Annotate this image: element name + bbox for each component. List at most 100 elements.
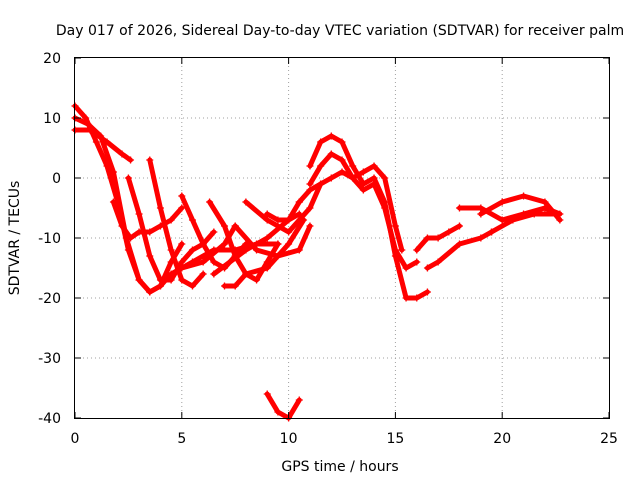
data-point (359, 186, 367, 194)
y-axis-label: SDTVAR / TECUs (7, 181, 23, 296)
data-point (242, 270, 250, 278)
data-point (434, 258, 442, 266)
data-point (295, 246, 303, 254)
data-point (231, 222, 239, 230)
data-point (221, 240, 229, 248)
data-point (253, 276, 261, 284)
data-point (285, 228, 293, 236)
data-point (188, 282, 196, 290)
data-point (263, 390, 271, 398)
series-trace-22 (477, 192, 564, 224)
x-tick-label: 20 (493, 431, 511, 447)
series-trace-12 (221, 216, 308, 290)
data-point (167, 276, 175, 284)
data-point (167, 216, 175, 224)
data-point (552, 210, 560, 218)
data-point (338, 156, 346, 164)
data-point (498, 198, 506, 206)
plot-frame (74, 57, 610, 419)
data-point (135, 276, 143, 284)
y-tick-label: -30 (38, 351, 61, 367)
y-tick-label: 20 (43, 51, 61, 67)
data-point (349, 174, 357, 182)
data-point (221, 222, 229, 230)
data-point (541, 198, 549, 206)
data-point (327, 150, 335, 158)
series-trace-19 (413, 222, 463, 254)
data-point (434, 234, 442, 242)
data-point (488, 228, 496, 236)
data-point (221, 282, 229, 290)
data-point (146, 252, 154, 260)
data-point (391, 246, 399, 254)
y-tick-label: -10 (38, 231, 61, 247)
data-point (398, 246, 406, 254)
data-point (477, 210, 485, 218)
data-point (509, 216, 517, 224)
data-point (124, 174, 132, 182)
data-point (306, 204, 314, 212)
x-tick-label: 5 (177, 431, 186, 447)
axis-ticks: 0 5 10 15 20 25 -40 -30 -20 -10 0 10 20 (38, 51, 618, 447)
data-point (349, 162, 357, 170)
data-point (445, 228, 453, 236)
data-point (242, 198, 250, 206)
data-point (413, 294, 421, 302)
data-point (295, 396, 303, 404)
data-point (423, 234, 431, 242)
data-point (317, 162, 325, 170)
data-point (306, 162, 314, 170)
data-point (263, 234, 271, 242)
chart-title: Day 017 of 2026, Sidereal Day-to-day VTE… (56, 23, 624, 39)
data-point (306, 186, 314, 194)
data-point (178, 204, 186, 212)
data-point (127, 234, 135, 242)
y-tick-label: 0 (52, 171, 61, 187)
data-point (306, 180, 314, 188)
data-point (530, 210, 538, 218)
data-point (359, 168, 367, 176)
data-point (295, 198, 303, 206)
y-tick-label: -40 (38, 411, 61, 427)
data-point (381, 174, 389, 182)
data-point (317, 138, 325, 146)
data-point (338, 138, 346, 146)
data-point (210, 270, 218, 278)
data-point (156, 282, 164, 290)
data-point (199, 240, 207, 248)
data-point (178, 264, 186, 272)
data-point (263, 210, 271, 218)
data-point (178, 276, 186, 284)
data-point (306, 222, 314, 230)
x-tick-label: 10 (280, 431, 298, 447)
data-point (263, 216, 271, 224)
data-point (423, 264, 431, 272)
data-point (146, 156, 154, 164)
data-point (370, 174, 378, 182)
data-point (118, 150, 126, 158)
series-line (179, 223, 238, 271)
data-point (498, 216, 506, 224)
data-point (127, 156, 135, 164)
x-axis-label: GPS time / hours (281, 459, 398, 475)
data-point (156, 204, 164, 212)
data-point (338, 168, 346, 176)
data-point (109, 198, 117, 206)
data-point (178, 240, 186, 248)
data-point (274, 216, 282, 224)
data-point (103, 138, 111, 146)
data-point (300, 216, 308, 224)
series-line (147, 157, 206, 289)
series-line (264, 211, 302, 223)
data-point (188, 246, 196, 254)
data-point (402, 264, 410, 272)
data-point (253, 246, 261, 254)
data-point (413, 258, 421, 266)
data-point (391, 222, 399, 230)
series-trace-20 (423, 228, 496, 272)
data-point (477, 204, 485, 212)
data-point (285, 216, 293, 224)
series-line (489, 211, 559, 235)
data-point (92, 138, 100, 146)
data-point (118, 222, 126, 230)
